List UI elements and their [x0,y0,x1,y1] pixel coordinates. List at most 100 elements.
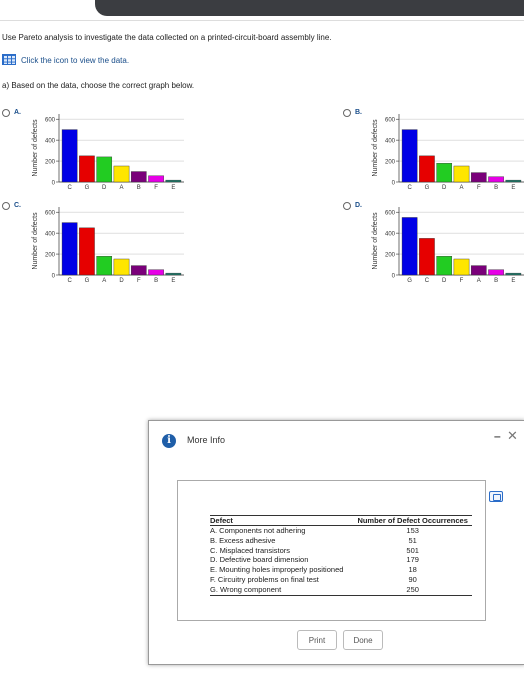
bar-C [401,129,418,183]
y-tick-label: 400 [45,138,56,144]
defect-cell: B. Excess adhesive [210,535,276,545]
defect-cell: A. Components not adhering [210,526,306,535]
bar-D [96,156,113,183]
defect-header: Defect [210,516,233,525]
minimize-icon[interactable]: – [494,429,501,443]
table-row: E. Mounting holes improperly positioned 1… [210,565,472,575]
y-tick-label: 400 [385,231,396,237]
bar-G [79,227,95,276]
y-tick-label: 600 [385,118,396,124]
option-c-label[interactable]: C. [14,202,21,209]
chart-option-d: Number of defects 0 200 400 600 G C D F A B E [372,207,524,284]
x-tick-label: C [67,185,72,191]
x-tick-label: B [154,278,158,284]
defect-cell: C. Misplaced transistors [210,545,291,555]
table-row: C. Misplaced transistors 501 [210,546,472,556]
bar-G [401,217,418,276]
y-axis-label: Number of defects [32,119,39,177]
y-tick-label: 200 [385,159,396,165]
y-axis-label: Number of defects [372,119,379,177]
bar-G [419,155,435,183]
x-tick-label: F [477,185,481,191]
x-tick-label: D [119,278,124,284]
x-tick-label: A [459,185,463,191]
y-axis-label: Number of defects [32,212,39,270]
option-d-label[interactable]: D. [355,202,362,209]
option-c-radio[interactable] [2,202,10,210]
x-tick-label: A [119,185,123,191]
x-tick-label: C [407,185,412,191]
bar-C [419,238,435,276]
count-cell: 179 [406,555,419,565]
y-tick-label: 0 [392,180,396,186]
count-cell: 18 [408,565,417,575]
part-a-text: a) Based on the data, choose the correct… [2,81,195,90]
x-tick-label: D [442,278,447,284]
x-tick-label: A [477,278,481,284]
count-cell: 153 [406,526,419,535]
data-table-icon[interactable] [2,54,16,65]
bar-A [96,256,113,276]
y-tick-label: 200 [385,252,396,258]
defect-table: Defect Number of Defect Occurrences A. C… [210,515,472,596]
option-b-label[interactable]: B. [355,109,362,116]
defect-cell: G. Wrong component [210,584,282,594]
y-tick-label: 400 [45,231,56,237]
bar-G [79,155,95,183]
x-tick-label: C [425,278,430,284]
option-b-radio[interactable] [343,109,351,117]
x-tick-label: E [171,278,175,284]
table-row: F. Circuitry problems on final test 90 [210,575,472,585]
count-cell: 51 [408,535,417,545]
intro-text: Use Pareto analysis to investigate the d… [2,33,332,42]
count-cell: 250 [406,584,419,594]
defect-cell: E. Mounting holes improperly positioned [210,565,344,575]
count-cell: 501 [406,545,419,555]
x-tick-label: C [67,278,72,284]
info-icon: i [162,434,176,448]
defect-cell: D. Defective board dimension [210,555,309,565]
option-a-label[interactable]: A. [14,109,21,116]
bar-A [113,165,130,183]
top-bar [0,0,524,21]
y-tick-label: 400 [385,138,396,144]
header-divider [0,20,524,21]
close-icon[interactable]: ✕ [507,428,518,443]
print-button[interactable]: Print [297,630,337,650]
table-row: A. Components not adhering 153 [210,526,472,536]
header-bar [95,0,524,16]
x-tick-label: B [494,185,498,191]
y-tick-label: 0 [392,273,396,279]
x-tick-label: B [494,278,498,284]
bar-F [470,172,487,183]
bar-B [130,171,147,183]
data-table-panel: Defect Number of Defect Occurrences A. C… [177,480,503,621]
table-row: D. Defective board dimension 179 [210,555,472,565]
y-tick-label: 200 [45,252,56,258]
y-axis-label: Number of defects [372,212,379,270]
defect-cell: F. Circuitry problems on final test [210,574,319,584]
bar-B [148,269,164,276]
x-tick-label: G [425,185,430,191]
more-info-dialog: i More Info – ✕ Defect Number of Defect … [148,420,524,665]
bar-A [470,265,487,276]
x-tick-label: F [460,278,464,284]
x-tick-label: G [85,185,90,191]
x-tick-label: G [85,278,90,284]
option-a-radio[interactable] [2,109,10,117]
x-tick-label: F [154,185,158,191]
bar-E [505,179,522,183]
option-d-radio[interactable] [343,202,351,210]
dialog-title: More Info [187,435,226,445]
done-button[interactable]: Done [343,630,383,650]
copy-icon[interactable] [489,491,503,502]
bar-D [113,258,130,276]
x-tick-label: E [171,185,175,191]
y-tick-label: 600 [45,211,56,217]
view-data-link[interactable]: Click the icon to view the data. [21,56,130,65]
y-tick-label: 0 [52,180,56,186]
x-tick-label: E [511,278,515,284]
bar-A [453,165,470,183]
bar-F [130,265,147,276]
chart-option-b: Number of defects 0 200 400 600 C G D A F B E [372,114,524,191]
